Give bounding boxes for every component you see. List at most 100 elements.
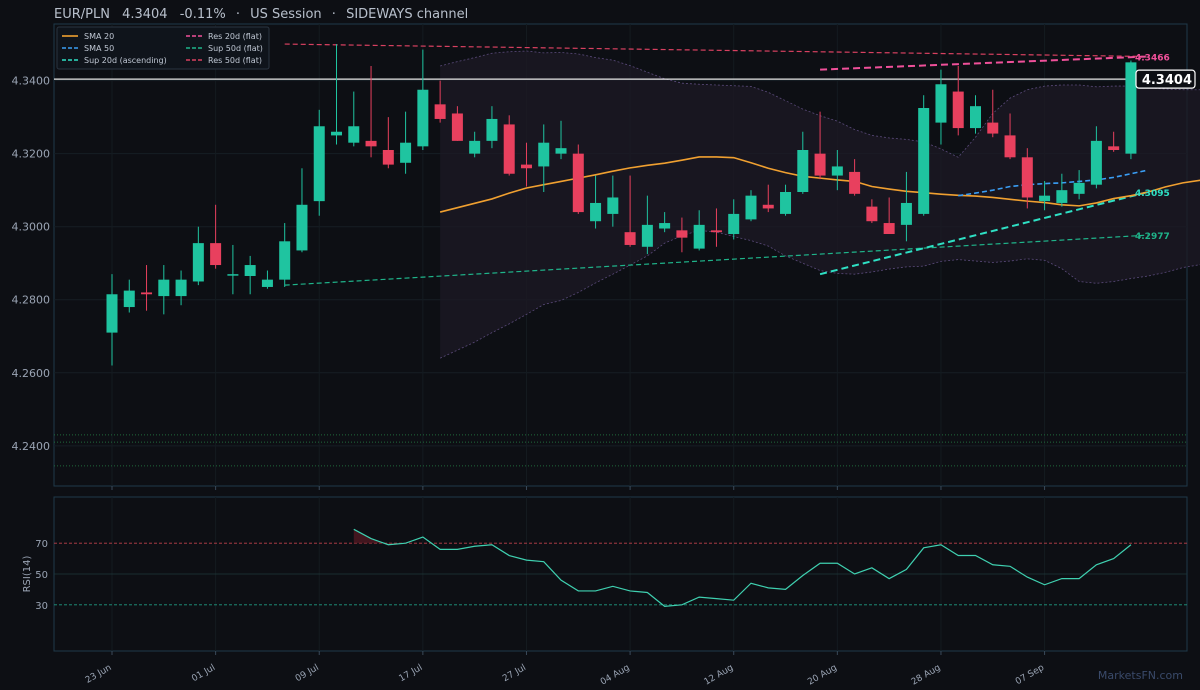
- bollinger-upper: [440, 50, 1200, 158]
- candle-body: [1090, 140, 1102, 185]
- candle-body: [676, 230, 688, 238]
- last-price: 4.3404: [122, 7, 168, 22]
- candle-body: [935, 84, 947, 123]
- candle-body: [572, 153, 584, 213]
- separator: ·: [236, 7, 240, 22]
- candle-body: [918, 108, 930, 214]
- legend-label: Res 20d (flat): [208, 32, 262, 41]
- indicator-lines: [54, 43, 1200, 286]
- candle-body: [313, 126, 325, 202]
- candle-body: [1039, 195, 1051, 202]
- session-label: US Session: [250, 7, 322, 22]
- candle-body: [1125, 62, 1137, 154]
- candle-body: [434, 104, 446, 119]
- candle-body: [762, 204, 774, 209]
- candle-body: [693, 224, 705, 249]
- candle-body: [261, 279, 273, 287]
- candle-body: [745, 195, 757, 220]
- candle-body: [365, 140, 377, 147]
- candle-body: [607, 197, 619, 214]
- legend-box: [56, 26, 270, 70]
- level-label: 4.3466: [1135, 54, 1170, 64]
- candle-body: [123, 290, 135, 308]
- legend: SMA 20 SMA 50 Sup 20d (ascending) Res 20d (…: [56, 26, 270, 70]
- rsi-tick-label: 50: [35, 570, 48, 581]
- candle-body: [952, 91, 964, 129]
- candle-body: [780, 192, 792, 214]
- y-tick-label: 4.3400: [12, 75, 51, 88]
- y-tick-label: 4.2800: [12, 294, 51, 307]
- candle-body: [900, 202, 912, 225]
- candle-body: [641, 224, 653, 247]
- candle-body: [624, 232, 636, 245]
- y-tick-label: 4.3200: [12, 148, 51, 161]
- candle-body: [831, 166, 843, 176]
- candle-body: [158, 279, 170, 297]
- candle-body: [469, 140, 481, 154]
- candle-body: [538, 142, 550, 167]
- candle-body: [883, 223, 895, 234]
- candle-body: [331, 131, 343, 136]
- candle-body: [520, 164, 532, 169]
- sup50-line: [284, 234, 1149, 286]
- candle-body: [659, 223, 671, 229]
- legend-label: SMA 20: [84, 32, 114, 41]
- y-tick-label: 4.2400: [12, 440, 51, 453]
- legend-label: Sup 50d (flat): [208, 44, 263, 53]
- separator: ·: [332, 7, 336, 22]
- candles: [106, 44, 1137, 366]
- y-tick-label: 4.2600: [12, 367, 51, 380]
- candle-body: [382, 150, 394, 165]
- candle-body: [296, 204, 308, 251]
- candle-body: [451, 113, 463, 141]
- candle-body: [486, 118, 498, 141]
- symbol: EUR/PLN: [54, 7, 110, 22]
- candle-body: [849, 171, 861, 194]
- candle-body: [1056, 190, 1068, 203]
- candle-body: [227, 274, 239, 276]
- candle-body: [417, 89, 429, 147]
- candle-body: [244, 265, 256, 276]
- chart-title: EUR/PLN 4.3404 -0.11% · US Session · SID…: [54, 7, 468, 22]
- candle-body: [348, 126, 360, 143]
- candle-body: [797, 150, 809, 192]
- candle-body: [555, 148, 567, 154]
- rsi-tick-label: 70: [35, 539, 48, 550]
- legend-label: SMA 50: [84, 44, 114, 53]
- sma20-line: [439, 156, 1200, 213]
- candle-body: [106, 294, 118, 333]
- last-price-tag: [1135, 69, 1196, 89]
- candle-body: [279, 241, 291, 280]
- candle-body: [710, 230, 722, 233]
- legend-label: Res 50d (flat): [208, 56, 262, 65]
- rsi-line: [353, 528, 1132, 607]
- sup20-line: [819, 191, 1149, 276]
- candle-body: [970, 106, 981, 129]
- sma50-line: [958, 169, 1149, 197]
- candle-body: [987, 122, 999, 134]
- rsi-overbought-fill: [353, 529, 406, 545]
- level-label: 4.3095: [1135, 189, 1170, 199]
- candle-body: [1073, 182, 1085, 194]
- candle-body: [141, 292, 153, 295]
- candle-body: [210, 243, 222, 266]
- candle-body: [1021, 157, 1033, 198]
- candle-body: [1004, 135, 1016, 158]
- legend-label: Sup 20d (ascending): [84, 56, 167, 65]
- candle-body: [814, 153, 826, 176]
- rsi-axis-label: RSI(14): [22, 556, 33, 593]
- candle-body: [866, 206, 878, 222]
- bollinger-lower: [439, 229, 1200, 359]
- watermark: MarketsFN.com: [1098, 669, 1183, 682]
- last-price-tag-label: 4.3404: [1142, 73, 1192, 88]
- candle-body: [728, 213, 740, 234]
- y-tick-label: 4.3000: [12, 221, 51, 234]
- candle-body: [400, 142, 412, 163]
- candle-body: [1108, 146, 1120, 150]
- rsi-tick-label: 30: [35, 601, 48, 612]
- candle-body: [192, 243, 204, 282]
- candle-body: [503, 124, 515, 174]
- channel-label: SIDEWAYS channel: [346, 7, 468, 22]
